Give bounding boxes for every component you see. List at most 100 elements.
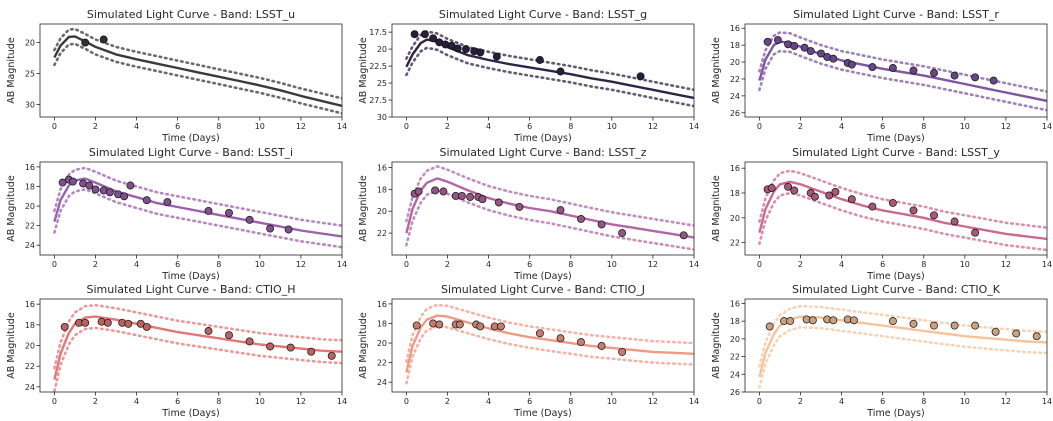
observation-point [810, 192, 819, 201]
x-tick-label: 14 [689, 122, 699, 131]
observation-point [556, 206, 565, 215]
lower-bound-line [758, 325, 1047, 389]
x-tick-label: 14 [337, 397, 347, 406]
y-tick-label: 20 [25, 342, 35, 351]
observation-point [410, 30, 419, 39]
y-tick-label: 24 [377, 378, 387, 387]
y-tick-label: 16 [25, 300, 35, 309]
lower-bound-line [53, 42, 342, 115]
observation-point [91, 185, 100, 194]
x-tick-label: 8 [216, 397, 221, 406]
x-tick-label: 12 [648, 397, 658, 406]
observation-point [773, 36, 782, 45]
plot-frame [391, 23, 695, 118]
curves [758, 304, 1047, 389]
lower-bound-line [405, 189, 694, 251]
observation-point [909, 319, 918, 328]
observation-point [60, 322, 69, 331]
y-tick-label: 20 [377, 207, 387, 216]
observation-point [68, 177, 77, 186]
y-tick-label: 20 [377, 45, 387, 54]
model-line [758, 180, 1047, 241]
observation-point [767, 184, 776, 192]
observation-point [930, 211, 938, 220]
x-tick-label: 12 [1001, 260, 1011, 269]
upper-bound-line [53, 303, 342, 370]
observation-point [266, 342, 275, 351]
observation-point [950, 321, 959, 330]
upper-bound-line [405, 165, 694, 227]
observation-point [763, 37, 772, 46]
y-tick-label: 18 [25, 182, 35, 191]
y-axis-label: AB Magnitude [6, 37, 17, 104]
curves [405, 30, 694, 108]
model-line [53, 315, 342, 380]
y-tick-label: 20 [730, 214, 740, 223]
x-tick-label: 6 [175, 397, 180, 406]
x-tick-label: 4 [134, 397, 139, 406]
observation-point [142, 196, 151, 205]
observation-point [204, 327, 213, 335]
x-tick-label: 6 [527, 260, 532, 269]
observation-point [618, 229, 627, 238]
x-tick-label: 4 [839, 397, 844, 406]
upper-bound-line [405, 303, 694, 363]
observation-point [597, 342, 606, 350]
y-tick-label: 17.5 [369, 28, 387, 37]
observation-point [124, 319, 133, 328]
observation-point [847, 195, 856, 204]
observation-point [829, 316, 838, 325]
y-tick-label: 27.5 [369, 96, 387, 105]
y-axis-label: AB Magnitude [358, 37, 369, 104]
observation-point [457, 191, 466, 200]
x-tick-label: 14 [1042, 122, 1052, 131]
x-tick-label: 6 [880, 260, 885, 269]
y-tick-label: 22 [377, 359, 387, 368]
x-tick-label: 8 [921, 260, 926, 269]
y-tick-label: 16 [377, 163, 387, 172]
chart-title: Simulated Light Curve - Band: LSST_y [792, 146, 1000, 159]
x-tick-label: 6 [175, 122, 180, 131]
x-tick-label: 0 [757, 397, 762, 406]
x-tick-label: 4 [839, 260, 844, 269]
x-tick-label: 14 [337, 260, 347, 269]
x-axis-label: Time (Days) [866, 271, 924, 282]
y-tick-label: 24 [25, 383, 35, 392]
observation-point [103, 318, 112, 327]
observation-point [81, 38, 90, 47]
upper-bound-line [53, 166, 342, 227]
x-axis-label: Time (Days) [161, 408, 219, 419]
lower-bound-line [758, 49, 1047, 112]
observation-point [99, 35, 108, 44]
observation-point [535, 329, 544, 338]
plot-frame [744, 298, 1048, 393]
observation-point [597, 220, 606, 229]
x-tick-label: 12 [296, 260, 306, 269]
y-tick-label: 18 [25, 321, 35, 330]
y-tick-label: 16 [730, 164, 740, 173]
x-tick-label: 4 [486, 397, 491, 406]
y-axis-label: AB Magnitude [711, 312, 722, 379]
plot-frame [744, 161, 1048, 256]
observation-point [888, 198, 897, 207]
observation-point [462, 45, 470, 54]
observation-point [829, 54, 838, 63]
observation-point [930, 69, 938, 77]
panel: 0 2 4 6 8 10 12 14 17.5 20 22.5 25 27.5 30 Simulated L… [358, 8, 699, 144]
observation-point [950, 71, 959, 80]
observation-point [476, 48, 485, 57]
observation-point [790, 42, 799, 50]
x-tick-label: 4 [134, 260, 139, 269]
model-line [758, 315, 1047, 378]
observation-point [496, 322, 505, 331]
y-tick-label: 24 [730, 92, 740, 101]
chart-title: Simulated Light Curve - Band: LSST_g [439, 8, 647, 21]
x-axis-label: Time (Days) [161, 271, 219, 282]
observation-point [790, 186, 799, 195]
x-tick-label: 0 [757, 260, 762, 269]
x-tick-label: 4 [486, 122, 491, 131]
observation-point [439, 187, 448, 196]
x-tick-label: 0 [52, 260, 57, 269]
